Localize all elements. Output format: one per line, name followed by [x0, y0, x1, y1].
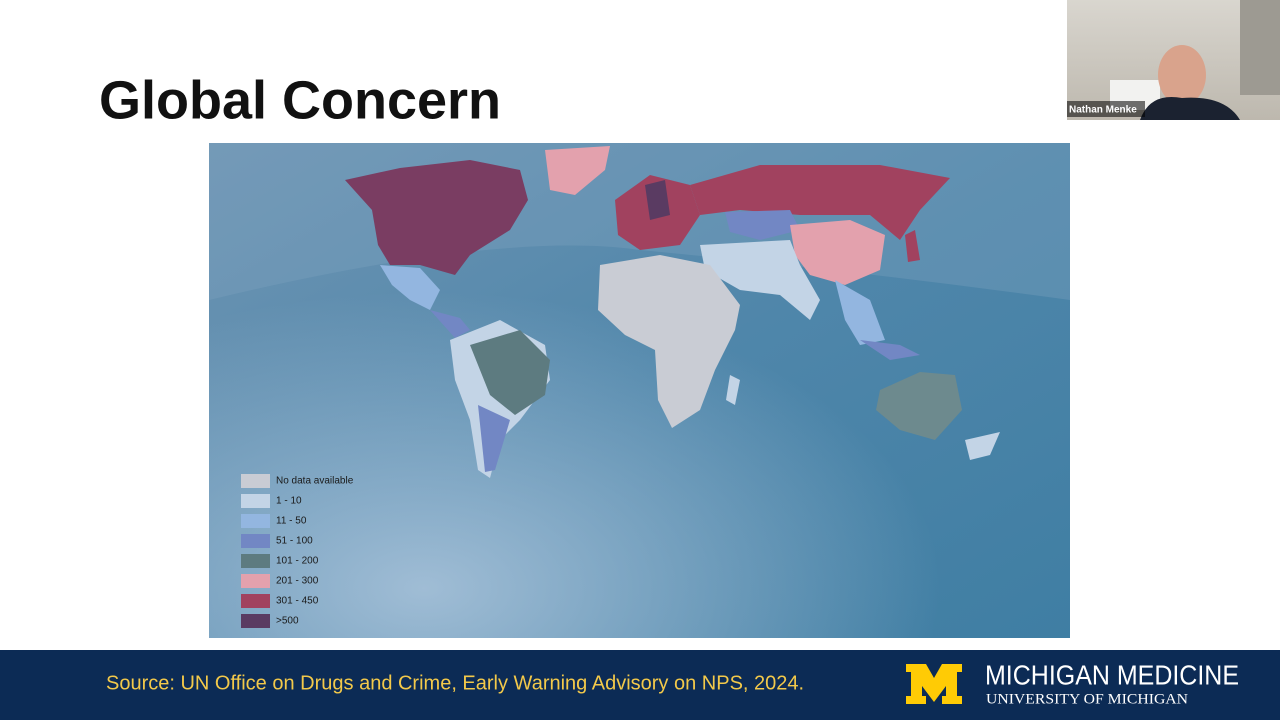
legend-label: 1 - 10	[276, 496, 302, 507]
participant-name: Nathan Menke	[1069, 105, 1137, 116]
source-citation: Source: UN Office on Drugs and Crime, Ea…	[106, 672, 804, 694]
world-map	[209, 143, 1070, 638]
legend-label: 51 - 100	[276, 536, 313, 547]
legend-label: 201 - 300	[276, 576, 319, 587]
brand-subtitle: UNIVERSITY OF MICHIGAN	[986, 691, 1188, 707]
brand-name: MICHIGAN MEDICINE	[985, 659, 1239, 690]
legend-swatch	[241, 614, 270, 628]
slide-title: Global Concern	[99, 70, 501, 130]
legend-label: 11 - 50	[276, 516, 307, 527]
legend-swatch	[241, 514, 270, 528]
michigan-logo	[906, 664, 962, 704]
legend-swatch	[241, 554, 270, 568]
webcam-thumbnail: Nathan Menke	[1067, 0, 1280, 120]
legend-label: 101 - 200	[276, 556, 319, 567]
legend-label: 301 - 450	[276, 596, 319, 607]
footer-bar: Source: UN Office on Drugs and Crime, Ea…	[0, 650, 1280, 720]
legend-label: No data available	[276, 476, 354, 487]
legend-swatch	[241, 494, 270, 508]
legend-swatch	[241, 534, 270, 548]
legend-label: >500	[276, 616, 299, 627]
legend-swatch	[241, 574, 270, 588]
legend-swatch	[241, 594, 270, 608]
legend-swatch	[241, 474, 270, 488]
map-legend: No data available 1 - 10 11 - 50 51 - 100 10…	[241, 474, 354, 628]
